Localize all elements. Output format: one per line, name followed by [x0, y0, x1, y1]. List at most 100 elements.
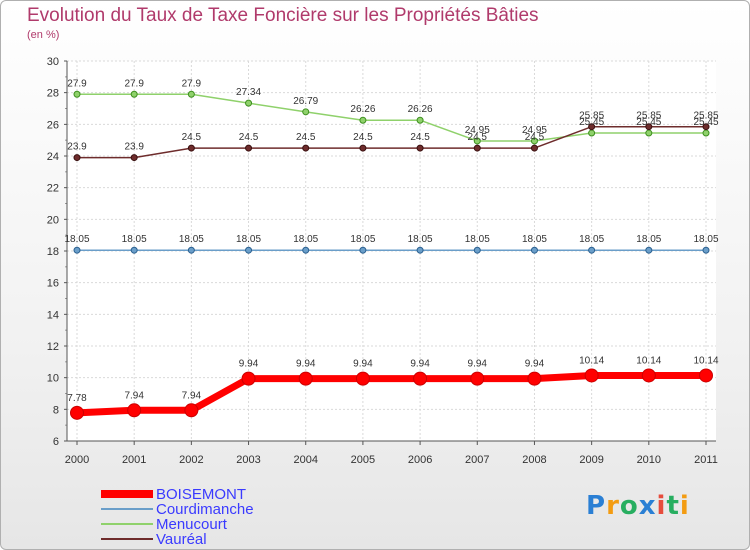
data-label: 10.14 — [693, 355, 718, 366]
x-tick-label: 2009 — [579, 454, 603, 466]
data-point — [645, 246, 653, 254]
data-point — [355, 371, 370, 386]
data-point — [298, 371, 313, 386]
logo-letter: o — [619, 491, 639, 521]
data-point — [73, 90, 81, 98]
x-tick-label: 2008 — [522, 454, 546, 466]
y-tick-label: 24 — [47, 151, 59, 163]
data-point — [588, 129, 596, 137]
data-label: 9.94 — [525, 359, 545, 370]
data-point — [187, 90, 195, 98]
logo-letter: x — [638, 491, 657, 521]
data-point — [645, 129, 653, 137]
data-label: 24.95 — [522, 125, 547, 136]
legend-label-1: Courdimanche — [156, 501, 254, 518]
data-point — [473, 246, 481, 254]
data-label: 10.14 — [636, 355, 661, 366]
data-label: 9.94 — [468, 359, 488, 370]
data-point — [245, 246, 253, 254]
proxiti-logo: Proxiti — [586, 491, 690, 521]
data-point — [416, 144, 424, 152]
data-point — [73, 246, 81, 254]
data-label: 27.9 — [124, 78, 144, 89]
x-tick-label: 2010 — [637, 454, 661, 466]
chart-title: Evolution du Taux de Taxe Foncière sur l… — [27, 5, 539, 26]
legend-label-3: Vauréal — [156, 531, 207, 548]
y-tick-label: 28 — [47, 88, 59, 100]
data-point — [470, 371, 485, 386]
data-label: 10.14 — [579, 355, 604, 366]
data-point — [473, 144, 481, 152]
data-label: 18.05 — [350, 234, 375, 245]
y-tick-label: 10 — [47, 373, 59, 385]
data-point — [127, 403, 142, 418]
data-label: 9.94 — [239, 359, 259, 370]
data-label: 27.9 — [67, 78, 87, 89]
logo-letter: t — [666, 491, 680, 521]
data-label: 27.9 — [182, 78, 202, 89]
data-point — [187, 246, 195, 254]
data-point — [302, 108, 310, 116]
data-point — [130, 154, 138, 162]
data-label: 23.9 — [124, 142, 144, 153]
data-point — [527, 371, 542, 386]
data-label: 9.94 — [296, 359, 316, 370]
y-tick-label: 8 — [53, 404, 59, 416]
y-tick-label: 22 — [47, 183, 59, 195]
data-point — [130, 246, 138, 254]
data-point — [130, 90, 138, 98]
data-label: 9.94 — [410, 359, 430, 370]
logo-letter: P — [586, 491, 607, 521]
x-tick-label: 2007 — [465, 454, 489, 466]
data-label: 25.45 — [636, 117, 661, 128]
series-line-3 — [77, 125, 706, 159]
data-label: 26.26 — [350, 104, 375, 115]
data-label: 26.79 — [293, 96, 318, 107]
series-line-0 — [76, 371, 706, 417]
data-point — [187, 144, 195, 152]
data-point — [359, 116, 367, 124]
data-label: 18.05 — [408, 234, 433, 245]
y-tick-label: 12 — [47, 341, 59, 353]
data-point — [413, 371, 428, 386]
data-point — [702, 123, 710, 131]
data-point — [359, 246, 367, 254]
data-label: 18.05 — [64, 234, 89, 245]
x-tick-label: 2005 — [351, 454, 375, 466]
data-label: 9.94 — [353, 359, 373, 370]
data-label: 18.05 — [579, 234, 604, 245]
x-tick-label: 2006 — [408, 454, 432, 466]
x-tick-label: 2011 — [694, 454, 718, 466]
data-point — [584, 368, 599, 383]
data-point — [699, 368, 713, 383]
data-label: 27.34 — [236, 87, 261, 98]
data-label: 25.85 — [693, 111, 718, 122]
data-point — [184, 403, 199, 418]
data-point — [416, 246, 424, 254]
data-label: 24.5 — [468, 132, 488, 143]
data-label: 18.05 — [236, 234, 261, 245]
data-label: 18.05 — [293, 234, 318, 245]
data-point — [73, 154, 81, 162]
logo-letter: i — [656, 491, 667, 521]
data-point — [245, 99, 253, 107]
x-tick-label: 2003 — [236, 454, 260, 466]
data-label: 24.5 — [353, 132, 373, 143]
data-label: 18.05 — [122, 234, 147, 245]
x-tick-label: 2001 — [122, 454, 146, 466]
y-tick-label: 6 — [53, 436, 59, 448]
y-tick-label: 30 — [47, 56, 59, 68]
data-point — [302, 246, 310, 254]
data-point — [530, 246, 538, 254]
data-label: 24.5 — [239, 132, 259, 143]
series-line-2 — [77, 93, 706, 142]
data-point — [530, 137, 538, 145]
x-tick-label: 2004 — [293, 454, 317, 466]
data-label: 7.94 — [124, 390, 144, 401]
y-tick-label: 20 — [47, 214, 59, 226]
data-point — [588, 123, 596, 131]
legend-label-2: Menucourt — [156, 516, 228, 533]
data-label: 24.5 — [182, 132, 202, 143]
